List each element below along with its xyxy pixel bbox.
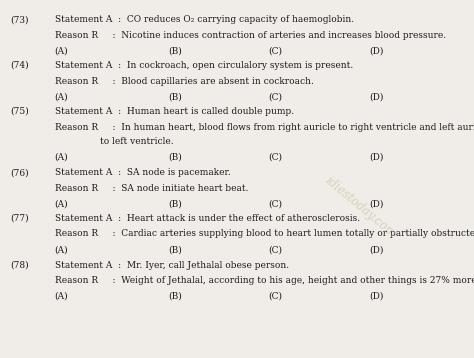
- Text: (C): (C): [268, 153, 282, 162]
- Text: (C): (C): [268, 199, 282, 208]
- Text: (B): (B): [168, 245, 182, 254]
- Text: Reason R     :  SA node initiate heart beat.: Reason R : SA node initiate heart beat.: [55, 184, 248, 193]
- Text: (A): (A): [55, 292, 68, 301]
- Text: (B): (B): [168, 153, 182, 162]
- Text: (A): (A): [55, 245, 68, 254]
- Text: (B): (B): [168, 292, 182, 301]
- Text: (C): (C): [268, 92, 282, 101]
- Text: (73): (73): [10, 15, 29, 24]
- Text: Reason R     :  Cardiac arteries supplying blood to heart lumen totally or parti: Reason R : Cardiac arteries supplying bl…: [55, 229, 474, 238]
- Text: (78): (78): [10, 261, 29, 270]
- Text: (D): (D): [370, 153, 384, 162]
- Text: (74): (74): [10, 61, 29, 70]
- Text: (B): (B): [168, 47, 182, 55]
- Text: idiestoday.com: idiestoday.com: [322, 174, 398, 241]
- Text: (D): (D): [370, 199, 384, 208]
- Text: (77): (77): [10, 214, 29, 223]
- Text: Reason R     :  Blood capillaries are absent in cockroach.: Reason R : Blood capillaries are absent …: [55, 77, 313, 86]
- Text: (C): (C): [268, 292, 282, 301]
- Text: (A): (A): [55, 153, 68, 162]
- Text: (D): (D): [370, 245, 384, 254]
- Text: (C): (C): [268, 47, 282, 55]
- Text: (D): (D): [370, 47, 384, 55]
- Text: Statement A  :  Heart attack is under the effect of atherosclerosis.: Statement A : Heart attack is under the …: [55, 214, 360, 223]
- Text: Statement A  :  Human heart is called double pump.: Statement A : Human heart is called doub…: [55, 107, 293, 116]
- Text: (D): (D): [370, 92, 384, 101]
- Text: Statement A  :  SA node is pacemaker.: Statement A : SA node is pacemaker.: [55, 168, 230, 177]
- Text: Reason R     :  In human heart, blood flows from right auricle to right ventricl: Reason R : In human heart, blood flows f…: [55, 123, 474, 132]
- Text: (A): (A): [55, 47, 68, 55]
- Text: (B): (B): [168, 199, 182, 208]
- Text: Statement A  :  In cockroach, open circulalory system is present.: Statement A : In cockroach, open circula…: [55, 61, 353, 70]
- Text: (75): (75): [10, 107, 29, 116]
- Text: (76): (76): [10, 168, 29, 177]
- Text: Reason R     :  Weight of Jethalal, according to his age, height and other thing: Reason R : Weight of Jethalal, according…: [55, 276, 474, 285]
- Text: Reason R     :  Nicotine induces contraction of arteries and increases blood pre: Reason R : Nicotine induces contraction …: [55, 31, 446, 40]
- Text: Statement A  :  Mr. Iyer, call Jethalal obese person.: Statement A : Mr. Iyer, call Jethalal ob…: [55, 261, 289, 270]
- Text: Statement A  :  CO reduces O₂ carrying capacity of haemoglobin.: Statement A : CO reduces O₂ carrying cap…: [55, 15, 354, 24]
- Text: (C): (C): [268, 245, 282, 254]
- Text: to left ventricle.: to left ventricle.: [100, 137, 173, 146]
- Text: (A): (A): [55, 199, 68, 208]
- Text: (D): (D): [370, 292, 384, 301]
- Text: (B): (B): [168, 92, 182, 101]
- Text: (A): (A): [55, 92, 68, 101]
